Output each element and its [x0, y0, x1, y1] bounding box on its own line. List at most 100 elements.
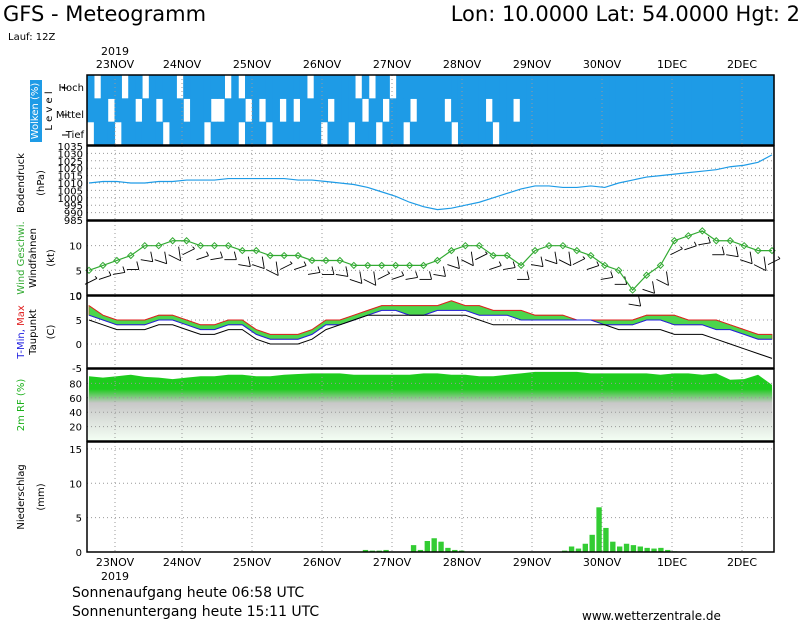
cloud-cell [554, 98, 562, 123]
wind-barb [568, 251, 572, 266]
date-label-bottom: 23NOV [96, 556, 135, 569]
tmax-series-line [88, 300, 772, 335]
wind-barb [154, 259, 167, 265]
wind-barb [279, 263, 293, 270]
temp-tick-label: 5 [76, 316, 82, 327]
wind-barb [349, 278, 362, 284]
precip-bar [644, 547, 650, 552]
wind-barb [266, 269, 279, 276]
wind-barb [684, 245, 697, 251]
wind-barb [652, 281, 655, 294]
cloud-cell [547, 75, 555, 99]
wind-marker [642, 271, 651, 279]
pressure-tick-label: 1005 [58, 186, 83, 197]
cloud-cell [416, 75, 425, 99]
temp-axis-label: T-Min, Max [16, 305, 27, 360]
cloud-cell [657, 75, 665, 99]
wind-marker [85, 266, 93, 275]
cloud-cell [581, 98, 590, 123]
cloud-axis-label: Wolken (%) [30, 83, 41, 140]
cloud-cell [87, 75, 95, 99]
cloud-cell [148, 75, 157, 99]
cloud-cell [258, 75, 267, 99]
cloud-cell [299, 98, 308, 123]
wind-barb [401, 271, 405, 276]
pressure-tick-label: 1020 [58, 164, 83, 175]
cloud-cell [190, 75, 198, 99]
cloud-cell [760, 75, 768, 99]
cloud-cell [457, 98, 466, 123]
wind-barb [307, 272, 321, 275]
cloud-cell [547, 98, 555, 123]
precip-tick-label: 0 [76, 548, 82, 559]
cloud-cell [293, 121, 301, 146]
cloud-cell [561, 75, 569, 99]
cloud-cell [478, 75, 487, 99]
dewpoint-axis-label: Taupunkt [28, 309, 39, 356]
precip-bar [610, 541, 616, 552]
humidity-axis-label: 2m RF (%) [16, 379, 27, 432]
wind-marker [196, 241, 205, 250]
wind-barb [252, 264, 265, 270]
cloud-cell [121, 121, 129, 146]
cloud-cell [657, 98, 665, 123]
cloud-cell [313, 75, 322, 99]
wind-barb [484, 251, 488, 254]
cloud-cell [602, 75, 610, 99]
wind-barb [261, 256, 265, 269]
cloud-label-box [30, 80, 42, 142]
wind-barb [670, 248, 683, 256]
precip-bar [637, 546, 643, 552]
cloud-cell [753, 121, 761, 146]
cloud-cell [286, 121, 294, 146]
wind-barb [317, 266, 321, 273]
wind-marker [182, 237, 191, 245]
cloud-cell [739, 121, 748, 146]
wind-marker [419, 261, 428, 270]
cloud-cell [320, 75, 329, 99]
precip-bar [658, 547, 664, 552]
cloud-cell [643, 75, 651, 99]
cloud-cell [128, 98, 136, 123]
cloud-cell [231, 98, 239, 123]
wind-barb [415, 271, 419, 278]
pressure-tick-label: 990 [64, 209, 83, 220]
precip-bar [665, 549, 671, 552]
wind-barb [544, 259, 558, 265]
date-label-bottom: 24NOV [163, 556, 202, 569]
wind-barb [582, 256, 586, 259]
wind-marker [503, 251, 511, 260]
humidity-tick-label: 40 [69, 408, 82, 419]
cloud-cell [251, 121, 260, 146]
wind-tick-label: 10 [69, 242, 82, 253]
wind-barb [461, 259, 474, 267]
cloud-cell [272, 75, 280, 99]
wind-marker [224, 241, 233, 250]
cloud-cell [705, 98, 713, 123]
cloud-cell [135, 75, 143, 99]
cloud-cell [739, 75, 748, 99]
cloud-cell [499, 98, 507, 123]
cloud-cell [746, 121, 754, 146]
pressure-panel-border [86, 145, 775, 221]
cloud-cell [588, 121, 596, 146]
cloud-cell [396, 98, 404, 123]
cloud-cell [547, 121, 555, 146]
wind-marker [127, 251, 135, 260]
wind-barb [405, 276, 418, 280]
cloud-cell [162, 75, 171, 99]
cloud-cell [190, 98, 198, 123]
cloud-cell [684, 98, 693, 123]
cloud-cell [506, 121, 514, 146]
pressure-tick-label: 1035 [58, 142, 83, 153]
wind-barb [540, 256, 544, 267]
website-link[interactable]: www.wetterzentrale.de [582, 609, 721, 623]
cloud-cell [196, 75, 205, 99]
wind-marker [670, 237, 679, 245]
cloud-cell [176, 121, 184, 146]
wind-marker [614, 266, 623, 275]
wind-tick-label: 5 [76, 266, 82, 277]
cloud-cell [451, 98, 459, 123]
wind-marker [350, 261, 358, 270]
